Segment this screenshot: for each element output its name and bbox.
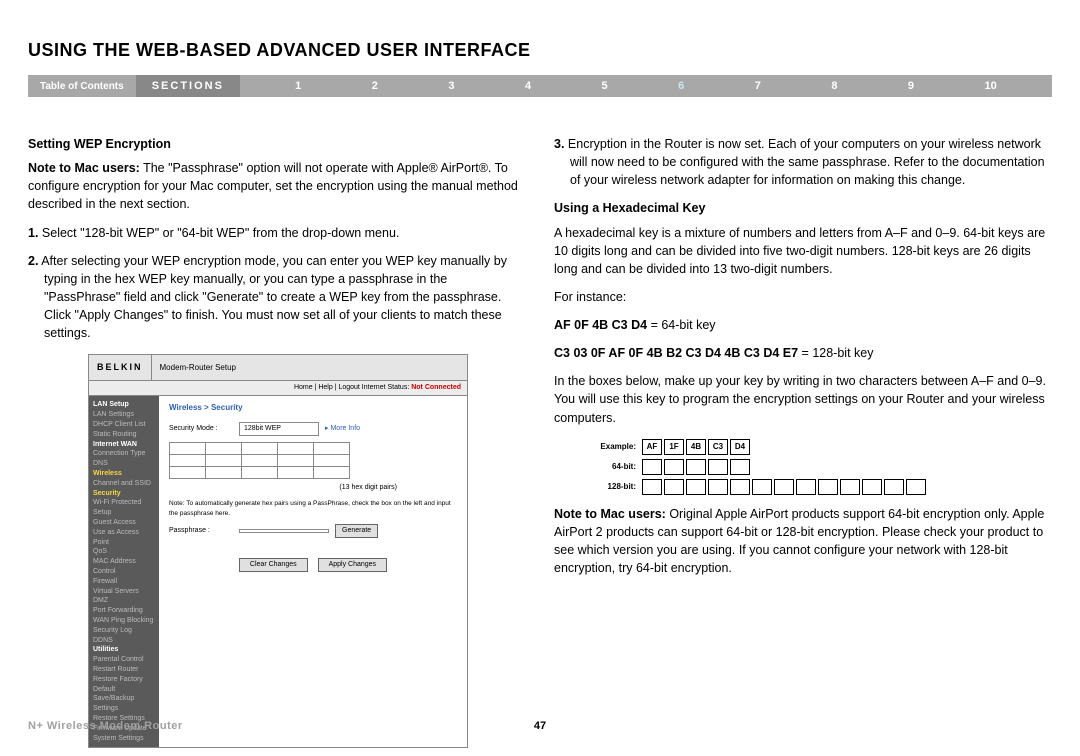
hex-input[interactable] — [730, 459, 750, 475]
passphrase-input[interactable] — [239, 529, 329, 533]
section-link-3[interactable]: 3 — [448, 80, 454, 92]
grid-caption: (13 hex digit pairs) — [169, 483, 457, 493]
key-128-example: C3 03 0F AF 0F 4B B2 C3 D4 4B C3 D4 E7 =… — [554, 344, 1052, 362]
router-screenshot: BELKIN Modem-Router Setup Home | Help | … — [88, 354, 468, 748]
section-link-2[interactable]: 2 — [372, 80, 378, 92]
hex-input[interactable] — [664, 479, 684, 495]
hex-input[interactable] — [708, 459, 728, 475]
page-number: 47 — [534, 720, 546, 732]
section-numbers: 1 2 3 4 5 6 7 8 9 10 — [240, 75, 1052, 97]
hex-instructions: In the boxes below, make up your key by … — [554, 372, 1052, 426]
hex-heading: Using a Hexadecimal Key — [554, 199, 1052, 217]
clear-changes-button[interactable]: Clear Changes — [239, 558, 308, 572]
example-row-label: Example: — [594, 441, 642, 453]
step-1: 1. Select "128-bit WEP" or "64-bit WEP" … — [28, 224, 526, 242]
hex-input[interactable] — [642, 479, 662, 495]
64bit-row-label: 64-bit: — [594, 461, 642, 473]
hex-input[interactable] — [906, 479, 926, 495]
hex-box: 4B — [686, 439, 706, 455]
section-link-1[interactable]: 1 — [295, 80, 301, 92]
right-column: 3. Encryption in the Router is now set. … — [554, 135, 1052, 748]
page-footer: N+ Wireless Modem Router 47 — [28, 720, 1052, 732]
mac-note-2: Note to Mac users: Original Apple AirPor… — [554, 505, 1052, 578]
mac-note-2-label: Note to Mac users: — [554, 507, 666, 521]
section-link-8[interactable]: 8 — [831, 80, 837, 92]
hex-box: C3 — [708, 439, 728, 455]
section-link-7[interactable]: 7 — [755, 80, 761, 92]
apply-changes-button[interactable]: Apply Changes — [318, 558, 387, 572]
hex-box: AF — [642, 439, 662, 455]
router-topbar: Home | Help | Logout Internet Status: No… — [89, 381, 467, 396]
hex-input[interactable] — [840, 479, 860, 495]
sections-label: SECTIONS — [136, 75, 240, 97]
hex-input[interactable] — [730, 479, 750, 495]
step-3: 3. Encryption in the Router is now set. … — [554, 135, 1052, 189]
security-mode-select[interactable]: 128bit WEP — [239, 422, 319, 436]
product-name: N+ Wireless Modem Router — [28, 720, 183, 732]
router-logo: BELKIN — [89, 355, 152, 380]
wep-key-grid — [169, 442, 350, 479]
hex-input[interactable] — [664, 459, 684, 475]
section-link-9[interactable]: 9 — [908, 80, 914, 92]
section-link-5[interactable]: 5 — [602, 80, 608, 92]
hex-box: 1F — [664, 439, 684, 455]
hex-input[interactable] — [642, 459, 662, 475]
mac-note: Note to Mac users: The "Passphrase" opti… — [28, 159, 526, 213]
hex-input[interactable] — [708, 479, 728, 495]
left-column: Setting WEP Encryption Note to Mac users… — [28, 135, 526, 748]
hex-input[interactable] — [884, 479, 904, 495]
128bit-row-label: 128-bit: — [594, 481, 642, 493]
router-breadcrumb: Wireless > Security — [169, 402, 457, 414]
hex-input[interactable] — [818, 479, 838, 495]
hex-desc: A hexadecimal key is a mixture of number… — [554, 224, 1052, 278]
passphrase-note: Note: To automatically generate hex pair… — [169, 499, 457, 518]
step-2: 2. After selecting your WEP encryption m… — [28, 252, 526, 343]
hex-input[interactable] — [796, 479, 816, 495]
page-title: USING THE WEB-BASED ADVANCED USER INTERF… — [28, 40, 1052, 61]
security-mode-label: Security Mode : — [169, 424, 239, 434]
for-instance: For instance: — [554, 288, 1052, 306]
hex-input[interactable] — [686, 459, 706, 475]
hex-input[interactable] — [686, 479, 706, 495]
passphrase-label: Passphrase : — [169, 526, 239, 536]
hex-box: D4 — [730, 439, 750, 455]
more-info-link[interactable]: ▸ More Info — [325, 424, 360, 434]
router-main: Wireless > Security Security Mode : 128b… — [159, 396, 467, 747]
section-nav: Table of Contents SECTIONS 1 2 3 4 5 6 7… — [28, 75, 1052, 97]
toc-link[interactable]: Table of Contents — [28, 75, 136, 97]
generate-button[interactable]: Generate — [335, 524, 378, 538]
hex-key-diagram: Example: AF 1F 4B C3 D4 64-bit: 128-bit — [594, 439, 1052, 495]
hex-input[interactable] — [774, 479, 794, 495]
section-link-6[interactable]: 6 — [678, 80, 684, 92]
mac-note-label: Note to Mac users: — [28, 161, 140, 175]
router-title: Modem-Router Setup — [152, 356, 244, 380]
key-64-example: AF 0F 4B C3 D4 = 64-bit key — [554, 316, 1052, 334]
router-status: Not Connected — [411, 384, 461, 391]
hex-input[interactable] — [752, 479, 772, 495]
router-sidebar: LAN Setup LAN Settings DHCP Client List … — [89, 396, 159, 747]
wep-heading: Setting WEP Encryption — [28, 135, 526, 153]
hex-input[interactable] — [862, 479, 882, 495]
section-link-4[interactable]: 4 — [525, 80, 531, 92]
section-link-10[interactable]: 10 — [985, 80, 997, 92]
